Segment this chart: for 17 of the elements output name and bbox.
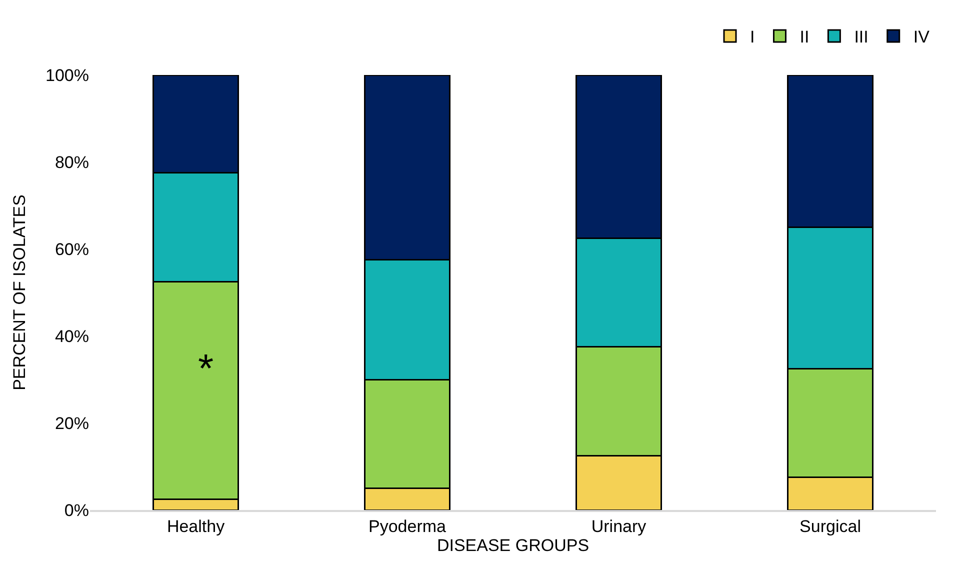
x-tick-label: Surgical bbox=[800, 517, 861, 536]
x-axis-title: DISEASE GROUPS bbox=[436, 536, 590, 556]
legend-label: I bbox=[750, 28, 755, 47]
x-tick-label: Healthy bbox=[166, 517, 226, 536]
y-tick-label: 0% bbox=[64, 500, 89, 520]
x-tick-label: Urinary bbox=[591, 517, 647, 536]
legend-label: II bbox=[800, 28, 810, 47]
legend-label: III bbox=[854, 28, 868, 47]
y-axis-title: PERCENT OF ISOLATES bbox=[10, 194, 30, 390]
legend-label: IV bbox=[913, 28, 930, 47]
x-tick-label: Pyoderma bbox=[368, 517, 447, 536]
y-tick-label: 80% bbox=[54, 152, 89, 172]
annotation: * bbox=[198, 347, 214, 391]
y-tick-label: 60% bbox=[54, 240, 89, 259]
y-tick-label: 40% bbox=[54, 326, 89, 346]
y-tick-label: 100% bbox=[46, 66, 89, 85]
y-tick-label: 20% bbox=[54, 414, 89, 433]
